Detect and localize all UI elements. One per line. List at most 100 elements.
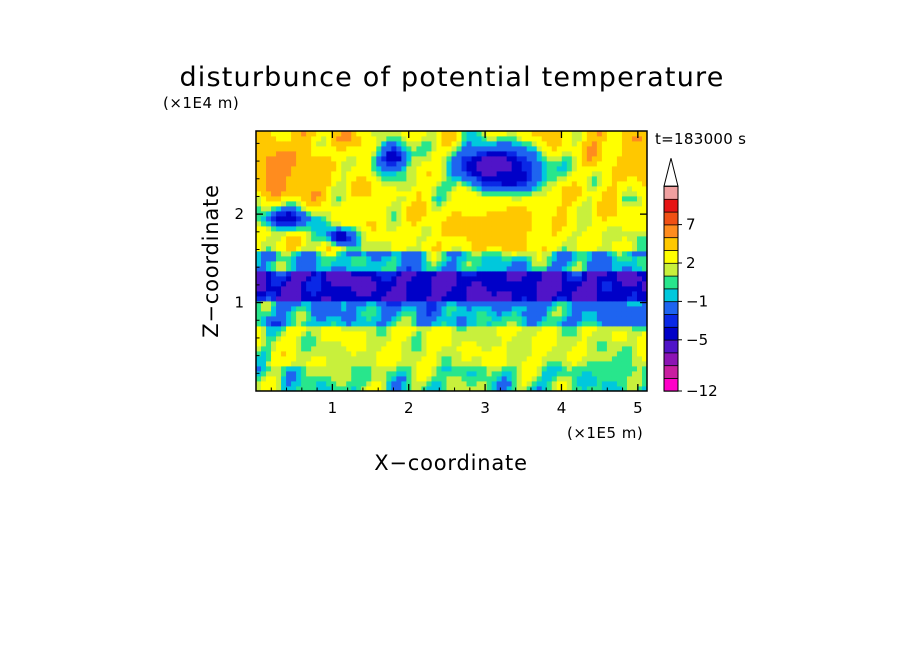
heatmap-cell: [316, 281, 322, 287]
heatmap-cell: [356, 216, 362, 222]
heatmap-cell: [441, 151, 447, 157]
heatmap-cell: [536, 131, 543, 137]
heatmap-cell: [466, 271, 472, 277]
heatmap-cell: [521, 386, 528, 392]
heatmap-cell: [476, 231, 482, 237]
heatmap-cell: [526, 346, 533, 352]
heatmap-cell: [311, 241, 317, 247]
heatmap-cell: [331, 251, 337, 257]
heatmap-cell: [331, 151, 337, 157]
heatmap-cell: [571, 131, 578, 137]
heatmap-cell: [416, 216, 422, 222]
heatmap-cell: [296, 196, 302, 202]
heatmap-cell: [291, 341, 297, 347]
heatmap-cell: [346, 386, 352, 392]
heatmap-cell: [446, 201, 452, 207]
heatmap-cell: [286, 361, 292, 367]
heatmap-cell: [561, 191, 568, 197]
heatmap-cell: [421, 211, 427, 217]
heatmap-cell: [256, 316, 262, 322]
heatmap-cell: [416, 311, 422, 317]
heatmap-cell: [481, 266, 487, 272]
heatmap-cell: [326, 331, 332, 337]
heatmap-cell: [351, 361, 357, 367]
heatmap-cell: [571, 191, 578, 197]
heatmap-cell: [291, 171, 297, 177]
heatmap-cell: [621, 236, 628, 242]
heatmap-cell: [486, 151, 492, 157]
heatmap-cell: [376, 146, 382, 152]
heatmap-cell: [466, 376, 472, 382]
heatmap-cell: [426, 231, 432, 237]
heatmap-cell: [316, 151, 322, 157]
heatmap-cell: [381, 211, 387, 217]
heatmap-cell: [501, 176, 508, 182]
heatmap-cell: [471, 141, 477, 147]
heatmap-cell: [296, 141, 302, 147]
heatmap-cell: [326, 236, 332, 242]
heatmap-cell: [336, 386, 342, 392]
heatmap-cell: [581, 191, 588, 197]
heatmap-cell: [326, 171, 332, 177]
heatmap-cell: [306, 191, 312, 197]
heatmap-cell: [296, 361, 302, 367]
heatmap-cell: [626, 231, 633, 237]
heatmap-cell: [586, 311, 593, 317]
heatmap-cell: [561, 386, 568, 392]
heatmap-cell: [541, 161, 548, 167]
heatmap-cell: [576, 296, 583, 302]
heatmap-cell: [611, 261, 618, 267]
heatmap-cell: [366, 291, 372, 297]
heatmap-cell: [366, 241, 372, 247]
heatmap-cell: [446, 296, 452, 302]
heatmap-cell: [556, 246, 563, 252]
heatmap-cell: [436, 361, 442, 367]
heatmap-cell: [481, 316, 487, 322]
heatmap-cell: [346, 201, 352, 207]
heatmap-cell: [441, 256, 447, 262]
heatmap-cell: [301, 316, 307, 322]
heatmap-cell: [311, 151, 317, 157]
heatmap-cell: [386, 156, 392, 162]
heatmap-cell: [371, 276, 377, 282]
heatmap-cell: [411, 206, 417, 212]
heatmap-cell: [351, 366, 357, 372]
heatmap-cell: [501, 201, 508, 207]
heatmap-cell: [526, 241, 533, 247]
heatmap-cell: [336, 221, 342, 227]
heatmap-cell: [586, 286, 593, 292]
heatmap-cell: [306, 356, 312, 362]
heatmap-cell: [376, 166, 382, 172]
heatmap-cell: [316, 161, 322, 167]
heatmap-cell: [586, 346, 593, 352]
heatmap-cell: [356, 196, 362, 202]
heatmap-cell: [546, 296, 553, 302]
heatmap-cell: [316, 361, 322, 367]
heatmap-cell: [451, 276, 457, 282]
heatmap-cell: [626, 241, 633, 247]
heatmap-cell: [411, 281, 417, 287]
heatmap-cell: [361, 306, 367, 312]
heatmap-cell: [626, 366, 633, 372]
heatmap-cell: [586, 186, 593, 192]
heatmap-cell: [386, 181, 392, 187]
heatmap-cell: [291, 271, 297, 277]
heatmap-cell: [381, 261, 387, 267]
heatmap-cell: [476, 296, 482, 302]
heatmap-cell: [361, 131, 367, 137]
heatmap-cell: [336, 301, 342, 307]
heatmap-cell: [456, 261, 462, 267]
heatmap-cell: [261, 306, 267, 312]
heatmap-cell: [591, 191, 598, 197]
heatmap-cell: [546, 221, 553, 227]
heatmap-cell: [326, 341, 332, 347]
heatmap-cell: [391, 336, 397, 342]
heatmap-cell: [336, 236, 342, 242]
heatmap-cell: [331, 201, 337, 207]
heatmap-cell: [546, 251, 553, 257]
heatmap-cell: [301, 341, 307, 347]
heatmap-cell: [431, 136, 437, 142]
heatmap-cell: [641, 131, 648, 137]
heatmap-cell: [261, 246, 267, 252]
heatmap-cell: [456, 191, 462, 197]
